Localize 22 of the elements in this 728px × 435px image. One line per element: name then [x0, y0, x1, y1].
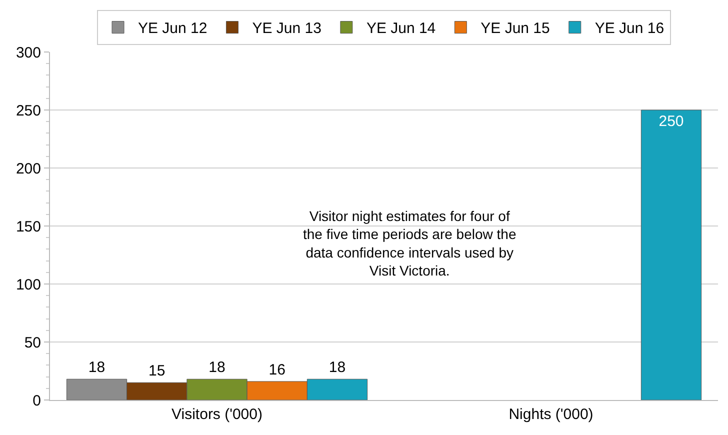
y-tick-label: 150 [16, 218, 41, 236]
y-tick-label: 100 [16, 276, 41, 294]
annotation: Visitor night estimates for four of the five time periods are below the data confidence intervals used by Visit Victoria. [303, 208, 516, 279]
legend-label: YE Jun 14 [366, 20, 436, 38]
data-label: 18 [88, 359, 106, 376]
x-tick-label: Visitors ('000) [172, 406, 262, 423]
legend-label: YE Jun 16 [594, 20, 664, 38]
bar [640, 110, 702, 400]
y-tick-label: 0 [32, 392, 41, 410]
legend-label: YE Jun 12 [138, 20, 208, 38]
data-label: 15 [148, 362, 166, 380]
data-label: 250 [658, 113, 684, 130]
y-tick-label: 300 [16, 44, 41, 62]
y-tick-label: 250 [16, 102, 41, 120]
legend-label: YE Jun 13 [252, 20, 322, 38]
data-label: 18 [208, 359, 226, 376]
y-tick-label: 50 [24, 334, 41, 352]
data-label: 18 [328, 359, 346, 376]
x-tick-label: Nights ('000) [508, 406, 594, 423]
y-tick-label: 200 [16, 160, 41, 178]
data-label: 16 [268, 361, 286, 378]
legend-label: YE Jun 15 [480, 20, 550, 38]
